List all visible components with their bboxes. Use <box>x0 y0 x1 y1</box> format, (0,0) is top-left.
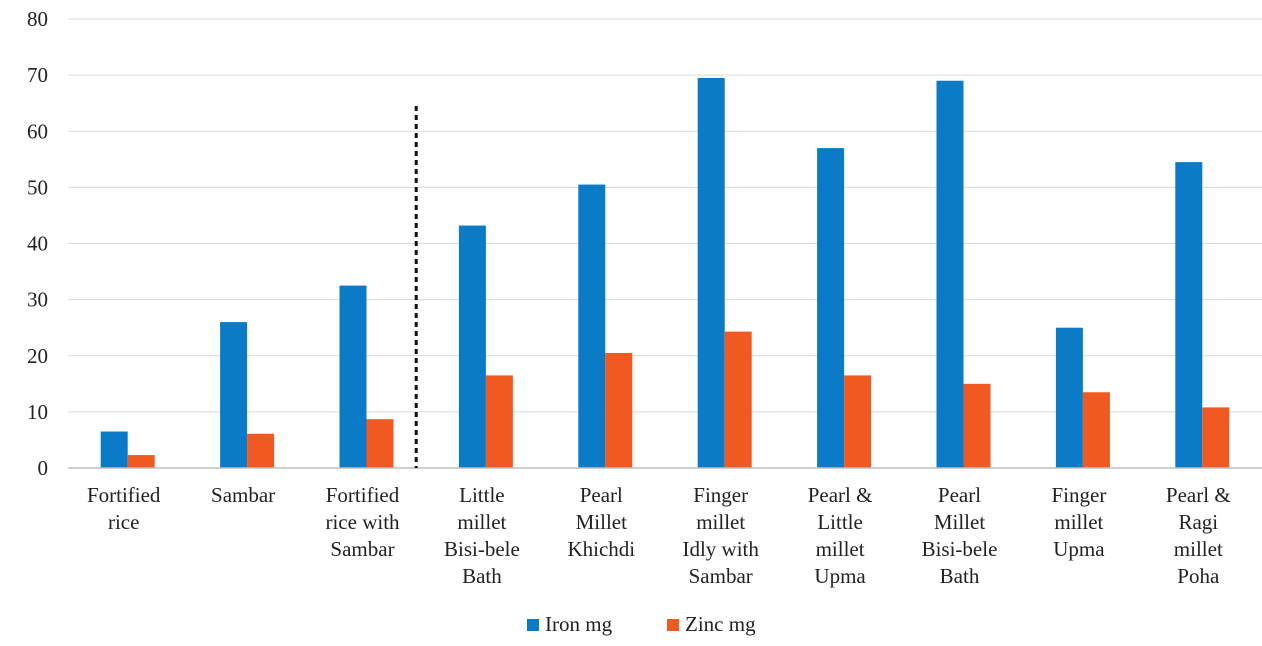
bar-iron-mg <box>339 285 367 468</box>
category-label: Finger millet Idly with Sambar <box>682 483 759 588</box>
category-label: Pearl Millet Bisi-bele Bath <box>922 483 998 588</box>
category-label: Sambar <box>211 483 275 507</box>
bar-zinc-mg <box>247 433 275 468</box>
bar-zinc-mg <box>724 331 752 468</box>
category-label-line: Khichdi <box>567 537 635 561</box>
category-label-line: Bath <box>462 564 502 588</box>
category-label: Pearl & Little millet Upma <box>808 483 873 588</box>
bar-iron-mg <box>220 322 248 468</box>
category-label: Pearl Millet Khichdi <box>567 483 635 561</box>
category-label-line: millet <box>1054 510 1103 534</box>
category-label-line: millet <box>816 537 865 561</box>
category-label-line: Ragi <box>1178 510 1218 534</box>
y-tick-label: 50 <box>27 175 48 199</box>
category-label-line: Pearl <box>938 483 981 507</box>
y-tick-label: 0 <box>38 456 49 480</box>
y-tick-label: 10 <box>27 400 48 424</box>
category-label: Pearl & Ragi millet Poha <box>1166 483 1231 588</box>
y-tick-label: 30 <box>27 288 48 312</box>
y-axis-tick-labels: 0 10 20 30 40 50 60 70 80 <box>27 7 48 480</box>
category-label-line: Finger <box>693 483 748 507</box>
y-tick-label: 20 <box>27 344 48 368</box>
category-label-line: Bisi-bele <box>922 537 998 561</box>
category-label-line: Millet <box>576 510 627 534</box>
category-label-line: Poha <box>1177 564 1220 588</box>
category-label-line: Pearl <box>580 483 623 507</box>
legend-label: Iron mg <box>545 612 613 636</box>
legend: Iron mg Zinc mg <box>527 612 756 636</box>
bar-iron-mg <box>697 77 725 469</box>
category-label: Fortified rice with Sambar <box>325 483 400 561</box>
bar-iron-mg <box>1055 327 1083 468</box>
bar-iron-mg <box>458 225 486 468</box>
category-label-line: Pearl & <box>808 483 873 507</box>
gridlines <box>68 18 1262 413</box>
legend-swatch <box>667 619 679 631</box>
bar-zinc-mg <box>1082 392 1110 468</box>
category-label-line: Pearl & <box>1166 483 1231 507</box>
bars <box>100 77 1230 469</box>
category-label-line: millet <box>1174 537 1223 561</box>
category-label-line: rice with <box>325 510 400 534</box>
category-label: Little millet Bisi-bele Bath <box>444 483 520 588</box>
bar-iron-mg <box>1175 162 1203 468</box>
bar-iron-mg <box>578 184 606 468</box>
category-label-line: Fortified <box>326 483 400 507</box>
bar-zinc-mg <box>844 375 872 468</box>
category-label-line: rice <box>108 510 139 534</box>
bar-zinc-mg <box>1202 407 1230 468</box>
category-label-line: Upma <box>814 564 866 588</box>
category-label-line: Bath <box>940 564 980 588</box>
bar-iron-mg <box>817 148 845 468</box>
bar-zinc-mg <box>605 352 633 468</box>
bar-zinc-mg <box>127 455 155 468</box>
category-label-line: Sambar <box>211 483 275 507</box>
category-label-line: Upma <box>1053 537 1105 561</box>
y-tick-label: 70 <box>27 63 48 87</box>
y-tick-label: 40 <box>27 232 48 256</box>
category-label-line: Little <box>817 510 863 534</box>
category-labels: Fortified rice Sambar Fortified rice with Sam… <box>87 483 1231 588</box>
category-label-line: Sambar <box>330 537 394 561</box>
category-label: Finger millet Upma <box>1051 483 1106 561</box>
category-label: Fortified rice <box>87 483 161 534</box>
category-label-line: Idly with <box>682 537 759 561</box>
bar-iron-mg <box>936 80 964 469</box>
legend-label: Zinc mg <box>685 612 756 636</box>
y-tick-label: 60 <box>27 119 48 143</box>
category-label-line: Finger <box>1051 483 1106 507</box>
category-label-line: millet <box>457 510 506 534</box>
category-label-line: millet <box>696 510 745 534</box>
legend-swatch <box>527 619 539 631</box>
bar-zinc-mg <box>366 419 394 468</box>
category-label-line: Little <box>459 483 505 507</box>
category-label-line: Sambar <box>689 564 753 588</box>
bar-zinc-mg <box>963 383 991 468</box>
y-tick-label: 80 <box>27 7 48 31</box>
category-label-line: Bisi-bele <box>444 537 520 561</box>
bar-iron-mg <box>100 431 128 468</box>
bar-zinc-mg <box>485 375 513 468</box>
category-label-line: Millet <box>934 510 985 534</box>
category-label-line: Fortified <box>87 483 161 507</box>
